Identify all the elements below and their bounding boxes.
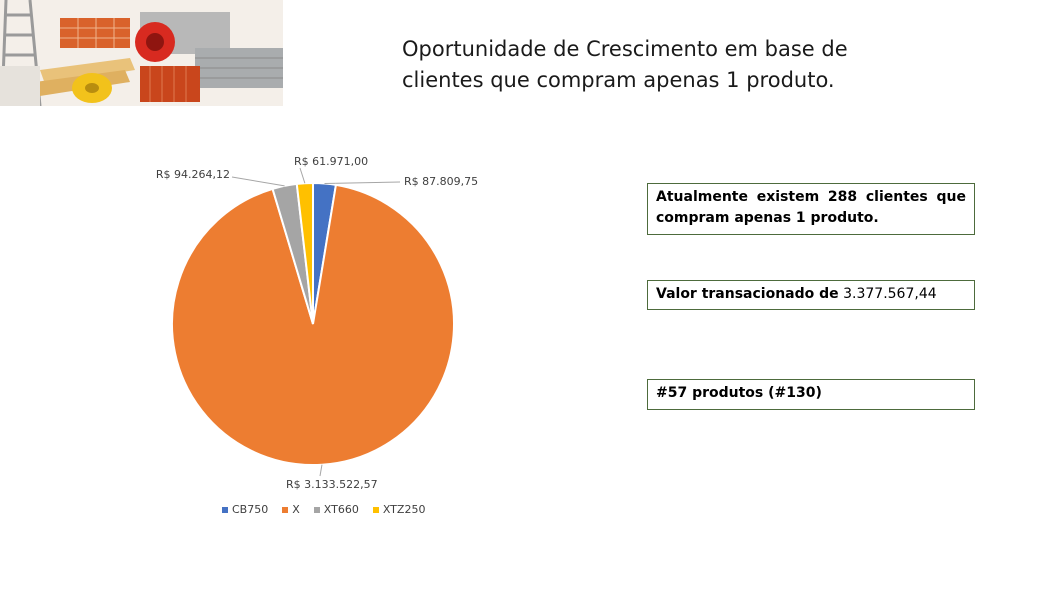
legend-swatch — [372, 506, 379, 513]
data-label-x: R$ 3.133.522,57 — [286, 478, 378, 491]
legend-label: CB750 — [232, 503, 269, 516]
data-label-xtz250: R$ 61.971,00 — [294, 155, 368, 168]
info-box-value-amount: 3.377.567,44 — [843, 286, 937, 302]
data-label-xt660: R$ 94.264,12 — [156, 168, 230, 181]
legend-label: XTZ250 — [382, 503, 426, 516]
pie-slice-xtz250 — [295, 181, 314, 325]
page-title: Oportunidade de Crescimento em base de c… — [402, 34, 962, 96]
legend-item-xtz250: XTZ250 — [372, 503, 426, 516]
leader-line-cb750 — [324, 181, 401, 184]
legend-item-cb750: CB750 — [222, 503, 268, 516]
legend-item-xt660: XT660 — [313, 503, 359, 516]
legend-label: XT660 — [323, 503, 359, 516]
legend-label: X — [292, 503, 300, 516]
legend-item-x: X — [282, 503, 300, 516]
leader-line-x — [319, 464, 323, 477]
leader-line-xt660 — [231, 176, 285, 187]
info-box-products-text: #57 produtos (#130) — [656, 385, 822, 401]
info-box-products: #57 produtos (#130) — [647, 379, 975, 410]
title-line-2: clientes que compram apenas 1 produto. — [402, 68, 835, 92]
title-line-1: Oportunidade de Crescimento em base de — [402, 37, 848, 61]
info-box-clients: Atualmente existem 288 clientes que comp… — [647, 183, 975, 235]
data-label-cb750: R$ 87.809,75 — [404, 175, 478, 188]
legend-swatch — [282, 506, 289, 513]
chart-legend: CB750 X XT660 XTZ250 — [222, 503, 425, 516]
info-box-clients-text: Atualmente existem 288 clientes que comp… — [656, 189, 966, 226]
info-box-value-label: Valor transacionado de — [656, 286, 839, 302]
construction-materials-image — [0, 0, 283, 106]
legend-swatch — [222, 506, 228, 513]
leader-line-xtz250 — [299, 167, 306, 184]
info-box-value: Valor transacionado de 3.377.567,44 — [647, 280, 975, 310]
legend-swatch — [313, 506, 320, 513]
